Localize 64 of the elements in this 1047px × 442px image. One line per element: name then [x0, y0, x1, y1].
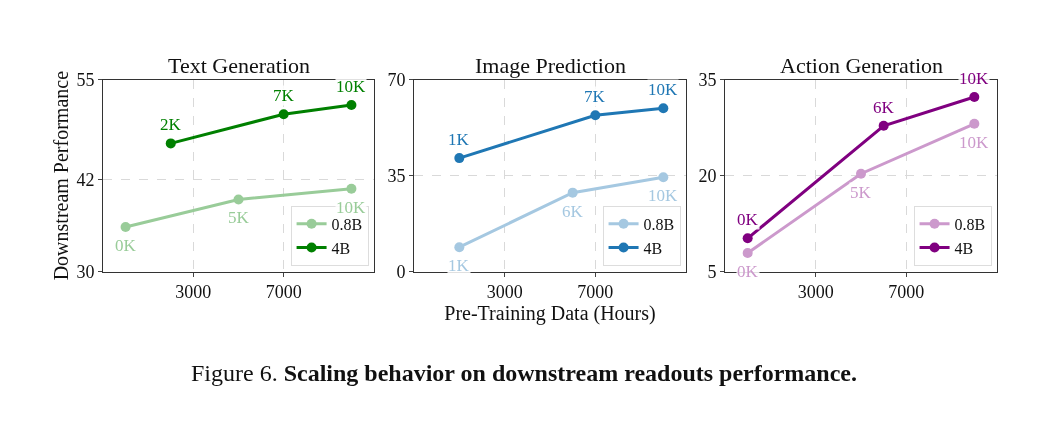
point [454, 242, 465, 253]
annotation: 10K [336, 198, 366, 217]
chart-title: Action Generation [780, 53, 944, 78]
y-tick-label: 70 [387, 70, 406, 90]
annotation: 10K [959, 133, 989, 152]
point [969, 91, 980, 102]
annotation: 10K [648, 186, 678, 205]
point [658, 103, 669, 114]
y-tick-label: 35 [698, 70, 717, 90]
y-tick-label: 20 [698, 165, 717, 186]
y-tick-label: 5 [707, 261, 717, 282]
point [590, 110, 601, 121]
chart-title: Image Prediction [475, 53, 626, 78]
annotation: 7K [584, 87, 606, 106]
text: Scaling behavior on downstream readouts performance. [283, 360, 857, 386]
point [233, 194, 244, 205]
annotation: 10K [959, 69, 989, 88]
annotation: 0K [737, 262, 759, 281]
point [454, 153, 465, 164]
y-axis-title: Downstream Performance [49, 70, 72, 281]
annotation: 5K [228, 208, 250, 227]
y-tick-label: 30 [76, 261, 95, 282]
annotation: 1K [448, 130, 470, 149]
annotation: 10K [336, 77, 366, 96]
point [346, 183, 357, 194]
point [658, 172, 669, 183]
annotation: 7K [273, 86, 295, 105]
legend-label: 4B [331, 239, 351, 257]
y-tick-label: 35 [387, 165, 406, 186]
annotation: 6K [562, 202, 584, 221]
x-tick-label: 3000 [797, 282, 834, 303]
chart-title: Text Generation [168, 53, 311, 78]
point [969, 118, 980, 129]
point [742, 248, 753, 259]
y-tick-label: 42 [76, 169, 95, 190]
annotation: 2K [160, 115, 182, 134]
annotation: 0K [737, 210, 759, 229]
point [346, 100, 357, 111]
x-tick-label: 7000 [265, 282, 302, 303]
annotation: 1K [448, 256, 470, 275]
point [742, 233, 753, 244]
annotation: 10K [648, 80, 678, 99]
point [120, 222, 131, 233]
legend-label: 4B [954, 239, 974, 257]
x-tick-label: 7000 [888, 282, 925, 303]
legend-label: 0.8B [331, 215, 363, 233]
y-tick-label: 0 [396, 261, 406, 282]
point [878, 120, 889, 131]
annotation: 6K [873, 98, 895, 117]
caption: Figure 6. [191, 360, 278, 386]
x-tick-label: 7000 [577, 282, 614, 303]
y-tick-label: 55 [76, 70, 95, 90]
legend-label: 4B [643, 239, 663, 257]
point [567, 187, 578, 198]
legend-label: 0.8B [954, 215, 986, 233]
point [856, 168, 866, 179]
x-axis-title: Pre-Training Data (Hours) [444, 302, 656, 326]
point [278, 109, 289, 120]
x-tick-label: 3000 [175, 282, 212, 303]
x-tick-label: 3000 [486, 282, 523, 303]
annotation: 0K [115, 236, 137, 255]
legend-label: 0.8B [643, 215, 675, 233]
annotation: 5K [850, 183, 872, 202]
point [165, 138, 176, 149]
